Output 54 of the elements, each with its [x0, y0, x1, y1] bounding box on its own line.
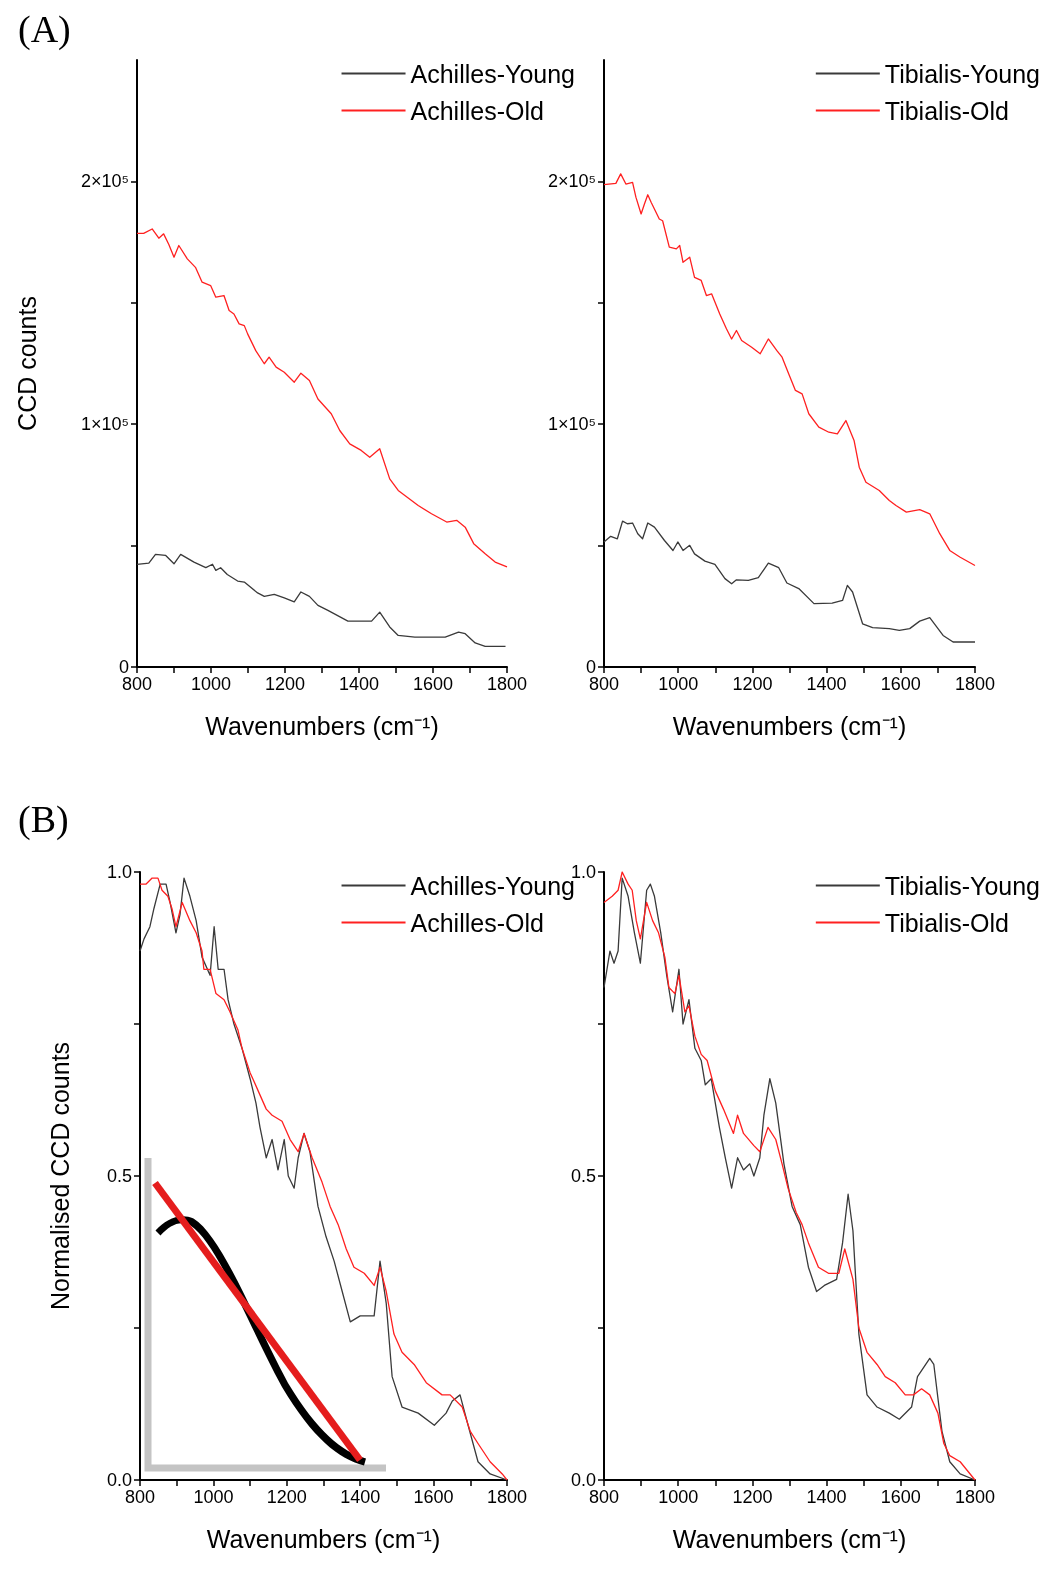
legend-label: Tibialis-Young — [884, 871, 1041, 900]
x-tick-label: 1000 — [190, 674, 232, 694]
y-tick-label: 0.0 — [570, 1470, 596, 1490]
legend-label: Achilles-Young — [410, 59, 575, 88]
x-tick-label: 1800 — [954, 1487, 996, 1507]
line-series — [136, 553, 507, 648]
x-tick-label: 1600 — [412, 674, 454, 694]
x-tick-label: 1000 — [658, 1487, 699, 1507]
line-series — [136, 228, 508, 568]
legend-label: Tibialis-Old — [884, 908, 1009, 937]
x-tick-label: 1800 — [486, 1487, 528, 1507]
x-tick-label: 1600 — [413, 1487, 454, 1507]
x-tick-label: 1000 — [658, 674, 699, 694]
y-tick-label: 2×10⁵ — [80, 171, 129, 192]
x-axis-title: Wavenumbers (cm⁻¹) — [205, 711, 439, 740]
y-tick-label: 0.5 — [106, 1166, 132, 1186]
x-tick-label: 1000 — [193, 1487, 234, 1507]
legend-label: Achilles-Old — [410, 96, 544, 125]
y-tick-label: 0.0 — [106, 1470, 132, 1490]
text: (B) — [18, 798, 69, 841]
legend-label: Tibialis-Young — [884, 59, 1041, 88]
x-tick-label: 1400 — [340, 1487, 381, 1507]
y-tick-label: 1×10⁵ — [80, 414, 129, 435]
x-tick-label: 1200 — [264, 674, 306, 694]
y-tick-label: 0.5 — [570, 1166, 596, 1186]
x-axis-title: Wavenumbers (cm⁻¹) — [672, 1524, 907, 1553]
x-tick-label: 1600 — [880, 674, 921, 694]
x-tick-label: 800 — [121, 674, 153, 694]
y-tick-label: 0 — [585, 657, 596, 677]
y-tick-label: 0 — [118, 657, 129, 677]
y-tick-label: 1.0 — [106, 862, 132, 882]
line-series — [603, 173, 976, 567]
x-tick-label: 800 — [588, 674, 620, 694]
text: (A) — [18, 8, 71, 51]
y-axis-title: Normalised CCD counts — [45, 1041, 74, 1311]
y-axis-title: CCD counts — [12, 296, 41, 431]
x-tick-label: 1400 — [338, 674, 380, 694]
y-tick-label: 2×10⁵ — [547, 171, 596, 192]
legend-label: Tibialis-Old — [884, 96, 1009, 125]
x-tick-label: 800 — [588, 1487, 620, 1507]
x-tick-label: 1600 — [880, 1487, 921, 1507]
legend-label: Achilles-Old — [410, 908, 544, 937]
line-series — [603, 520, 976, 643]
x-tick-label: 1800 — [486, 674, 528, 694]
x-axis-title: Wavenumbers (cm⁻¹) — [672, 711, 907, 740]
x-tick-label: 1200 — [266, 1487, 307, 1507]
x-tick-label: 1200 — [732, 1487, 773, 1507]
x-tick-label: 1200 — [732, 674, 773, 694]
x-tick-label: 800 — [124, 1487, 156, 1507]
x-tick-label: 1400 — [806, 674, 847, 694]
x-axis-title: Wavenumbers (cm⁻¹) — [206, 1524, 441, 1553]
x-tick-label: 1800 — [954, 674, 996, 694]
y-tick-label: 1×10⁵ — [547, 414, 596, 435]
x-tick-label: 1400 — [806, 1487, 847, 1507]
